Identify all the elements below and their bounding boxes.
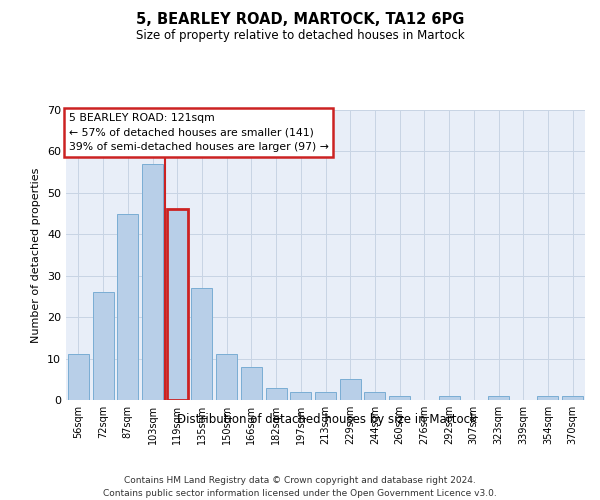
Bar — [266, 388, 287, 400]
Bar — [68, 354, 89, 400]
Bar — [562, 396, 583, 400]
Bar — [142, 164, 163, 400]
Bar — [340, 380, 361, 400]
Bar — [117, 214, 138, 400]
Bar — [364, 392, 385, 400]
Text: Distribution of detached houses by size in Martock: Distribution of detached houses by size … — [177, 412, 477, 426]
Text: Contains HM Land Registry data © Crown copyright and database right 2024.
Contai: Contains HM Land Registry data © Crown c… — [103, 476, 497, 498]
Bar — [290, 392, 311, 400]
Bar — [167, 210, 188, 400]
Bar — [389, 396, 410, 400]
Bar — [439, 396, 460, 400]
Text: 5, BEARLEY ROAD, MARTOCK, TA12 6PG: 5, BEARLEY ROAD, MARTOCK, TA12 6PG — [136, 12, 464, 28]
Text: Size of property relative to detached houses in Martock: Size of property relative to detached ho… — [136, 29, 464, 42]
Bar — [241, 367, 262, 400]
Bar — [538, 396, 559, 400]
Y-axis label: Number of detached properties: Number of detached properties — [31, 168, 41, 342]
Bar — [315, 392, 336, 400]
Bar — [488, 396, 509, 400]
Bar — [191, 288, 212, 400]
Bar — [216, 354, 237, 400]
Text: 5 BEARLEY ROAD: 121sqm
← 57% of detached houses are smaller (141)
39% of semi-de: 5 BEARLEY ROAD: 121sqm ← 57% of detached… — [68, 113, 328, 152]
Bar — [92, 292, 113, 400]
